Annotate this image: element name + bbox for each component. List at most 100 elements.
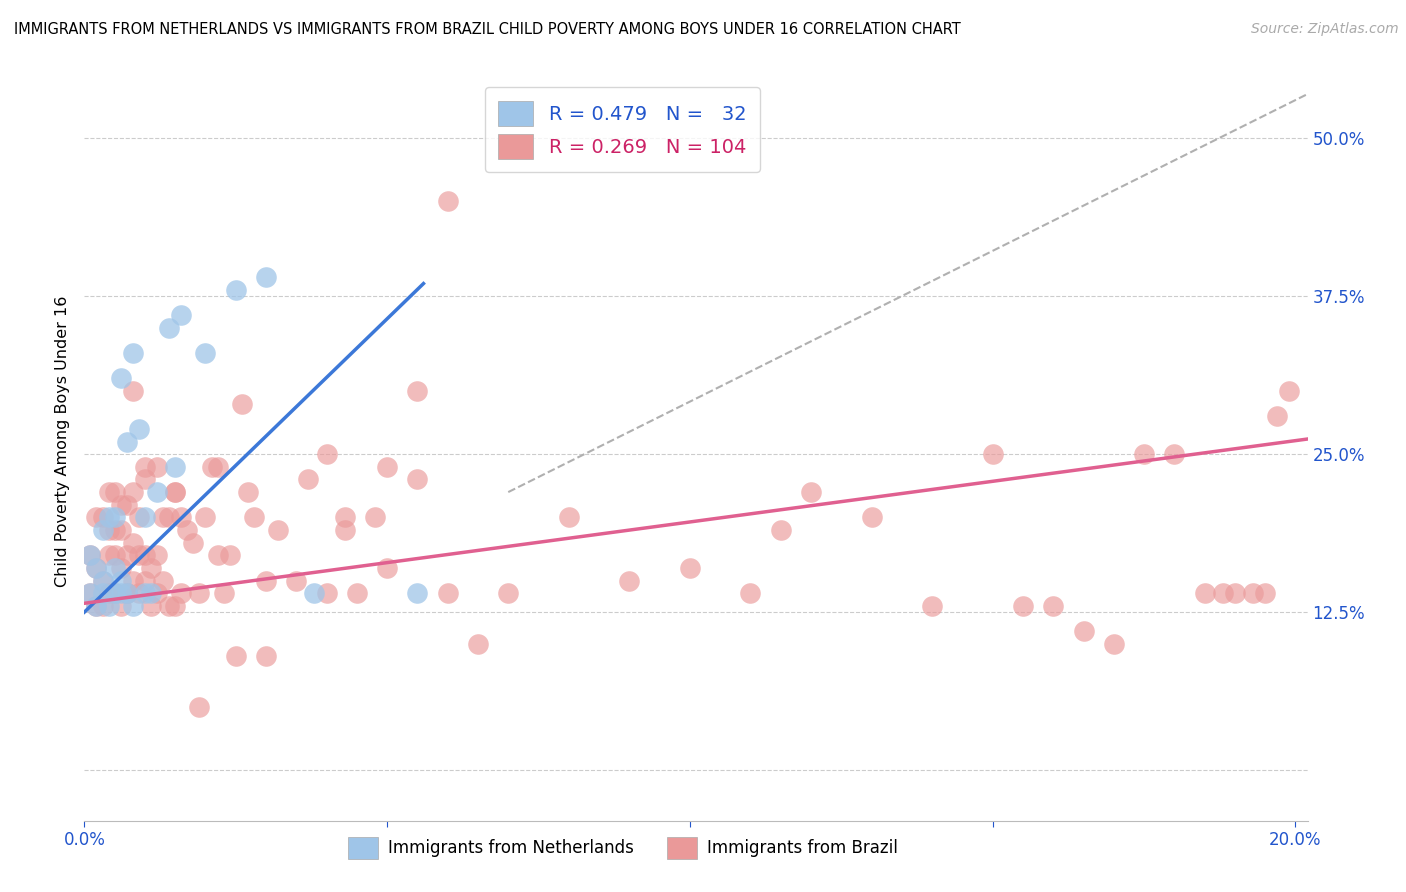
Point <box>194 510 217 524</box>
Point <box>188 699 211 714</box>
Point <box>86 599 108 613</box>
Point <box>860 510 883 524</box>
Point <box>115 498 138 512</box>
Point <box>231 396 253 410</box>
Point <box>86 599 108 613</box>
Point <box>79 548 101 563</box>
Point <box>79 586 101 600</box>
Y-axis label: Child Poverty Among Boys Under 16: Child Poverty Among Boys Under 16 <box>55 296 70 587</box>
Point <box>86 561 108 575</box>
Point <box>769 523 792 537</box>
Point <box>194 346 217 360</box>
Point <box>121 485 143 500</box>
Point <box>110 371 132 385</box>
Point <box>1194 586 1216 600</box>
Point <box>146 586 169 600</box>
Point <box>115 586 138 600</box>
Point <box>1223 586 1246 600</box>
Point <box>152 574 174 588</box>
Point <box>128 586 150 600</box>
Point <box>375 459 398 474</box>
Point <box>207 459 229 474</box>
Point <box>146 485 169 500</box>
Point <box>104 510 127 524</box>
Point <box>981 447 1004 461</box>
Point <box>97 548 120 563</box>
Point <box>165 485 187 500</box>
Point <box>1241 586 1264 600</box>
Point <box>285 574 308 588</box>
Point <box>134 548 156 563</box>
Point <box>297 473 319 487</box>
Point <box>207 548 229 563</box>
Point <box>134 473 156 487</box>
Point <box>157 599 180 613</box>
Point <box>1102 637 1125 651</box>
Point <box>921 599 943 613</box>
Point <box>1212 586 1234 600</box>
Point <box>333 523 356 537</box>
Point <box>91 574 114 588</box>
Point <box>436 586 458 600</box>
Point <box>115 586 138 600</box>
Point <box>97 599 120 613</box>
Point <box>333 510 356 524</box>
Point <box>1265 409 1288 424</box>
Point <box>121 346 143 360</box>
Point <box>128 510 150 524</box>
Point <box>115 548 138 563</box>
Text: Source: ZipAtlas.com: Source: ZipAtlas.com <box>1251 22 1399 37</box>
Point <box>110 599 132 613</box>
Point <box>170 510 193 524</box>
Point <box>110 586 132 600</box>
Point <box>225 649 247 664</box>
Point <box>104 523 127 537</box>
Point <box>97 485 120 500</box>
Point <box>1133 447 1156 461</box>
Point <box>200 459 222 474</box>
Point <box>679 561 702 575</box>
Point <box>152 510 174 524</box>
Point <box>115 586 138 600</box>
Point <box>115 434 138 449</box>
Point <box>165 485 187 500</box>
Point <box>1254 586 1277 600</box>
Point <box>1278 384 1301 398</box>
Point <box>97 510 120 524</box>
Point <box>436 194 458 209</box>
Point <box>800 485 823 500</box>
Point <box>110 561 132 575</box>
Point <box>91 510 114 524</box>
Point <box>170 586 193 600</box>
Point <box>406 473 429 487</box>
Point <box>165 599 187 613</box>
Point <box>406 586 429 600</box>
Point <box>157 320 180 334</box>
Point <box>91 523 114 537</box>
Point <box>91 599 114 613</box>
Point <box>170 308 193 322</box>
Point <box>243 510 266 524</box>
Point <box>315 586 337 600</box>
Point <box>97 586 120 600</box>
Point <box>1163 447 1185 461</box>
Point <box>110 574 132 588</box>
Text: IMMIGRANTS FROM NETHERLANDS VS IMMIGRANTS FROM BRAZIL CHILD POVERTY AMONG BOYS U: IMMIGRANTS FROM NETHERLANDS VS IMMIGRANT… <box>14 22 960 37</box>
Point <box>128 422 150 436</box>
Point <box>121 535 143 549</box>
Point <box>406 384 429 398</box>
Point <box>139 599 162 613</box>
Point <box>346 586 368 600</box>
Point <box>304 586 326 600</box>
Point <box>165 459 187 474</box>
Point <box>139 561 162 575</box>
Point <box>236 485 259 500</box>
Point <box>91 586 114 600</box>
Point <box>128 548 150 563</box>
Point <box>134 574 156 588</box>
Point <box>183 535 205 549</box>
Point <box>1073 624 1095 639</box>
Point <box>212 586 235 600</box>
Point <box>157 510 180 524</box>
Point <box>1012 599 1035 613</box>
